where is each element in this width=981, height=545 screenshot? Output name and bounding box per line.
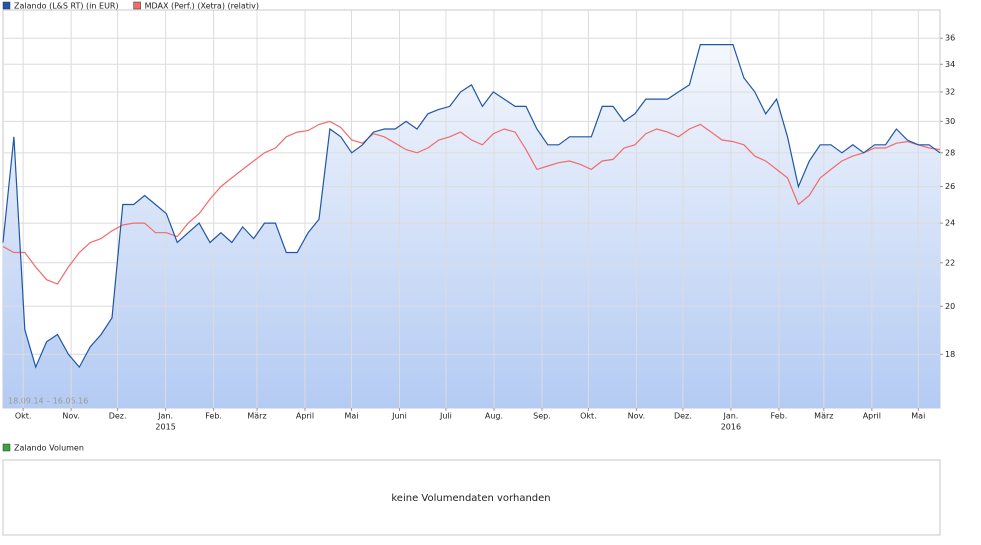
y-tick-label: 18 [945,350,955,359]
series-line [2,120,941,285]
y-tick-label: 32 [945,87,955,96]
x-tick-label: Sep. [533,412,551,421]
y-tick-label: 34 [945,60,955,69]
x-tick-label: Nov. [628,412,646,421]
y-tick-label: 28 [945,148,955,157]
area-fill [3,44,940,408]
year-label: 2015 [155,423,175,432]
series-line [2,44,941,369]
x-tick-label: April [863,412,881,421]
legend: Zalando (L&S RT) (in EUR) MDAX (Perf.) (X… [2,1,259,11]
x-tick-label: Aug. [485,412,503,421]
x-tick-label: Dez. [109,412,127,421]
x-tick-label: Dez. [674,412,692,421]
legend-label: MDAX (Perf.) (Xetra) (relativ) [145,2,259,11]
y-tick-label: 26 [945,182,955,191]
x-tick-label: Nov. [62,412,80,421]
y-tick-label: 24 [945,219,955,228]
volume-frame [2,459,941,536]
x-tick-label: Feb. [771,412,788,421]
volume-message: keine Volumendaten vorhanden [391,493,550,504]
y-tick-label: 22 [945,258,955,267]
x-tick-label: Jan. [722,412,738,421]
date-range: 18.09.14 – 16.05.16 [8,397,88,406]
x-tick-label: Mai [344,412,358,421]
x-tick-label: April [296,412,314,421]
y-tick-label: 36 [945,34,955,43]
y-tick-label: 20 [945,302,955,311]
x-tick-label: Okt. [15,412,32,421]
x-tick-label: Juli [439,412,452,421]
x-tick-label: Juni [391,412,407,421]
legend-swatch [2,443,11,452]
x-tick-label: Feb. [205,412,222,421]
x-tick-label: Jan. [157,412,173,421]
x-tick-label: März [814,412,833,421]
year-label: 2016 [721,423,741,432]
x-tick-label: Okt. [580,412,597,421]
legend-label: Zalando (L&S RT) (in EUR) [14,2,119,11]
legend-swatch [133,1,141,10]
x-tick-label: Mai [911,412,925,421]
y-tick-label: 30 [945,117,955,126]
legend-swatch [2,1,11,10]
x-tick-label: März [247,412,266,421]
legend-label: Zalando Volumen [14,444,84,453]
